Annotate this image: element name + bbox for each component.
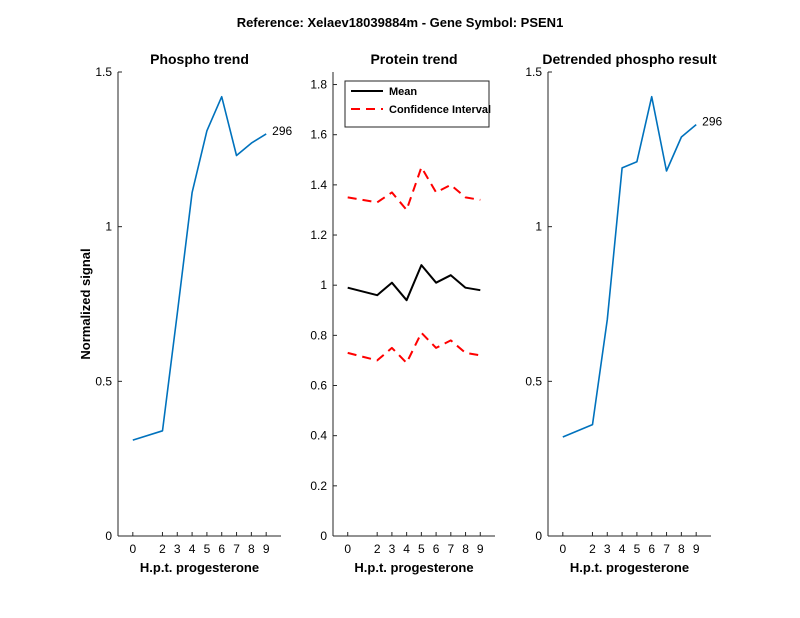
x-tick-label: 9 xyxy=(477,542,484,556)
y-tick-label: 0.8 xyxy=(310,328,327,342)
x-tick-label: 8 xyxy=(248,542,255,556)
x-tick-label: 3 xyxy=(389,542,396,556)
x-tick-label: 5 xyxy=(204,542,211,556)
chart-title: Phospho trend xyxy=(150,51,249,67)
series-line-confidence-interval xyxy=(347,166,481,211)
point-annotation: 296 xyxy=(272,124,292,138)
y-tick-label: 0.5 xyxy=(525,374,542,388)
x-tick-label: 6 xyxy=(648,542,655,556)
series-line-series-2 xyxy=(347,331,481,364)
detrended-phospho-panel: Detrended phospho result 0 0.5 1 1.5 0 2 3 4 5 6 7 8… xyxy=(525,51,722,575)
x-tick-label: 4 xyxy=(619,542,626,556)
y-tick-label: 0 xyxy=(320,529,327,543)
y-tick-label: 1.8 xyxy=(310,78,327,92)
y-tick-label: 1 xyxy=(320,278,327,292)
y-tick-label: 1.5 xyxy=(525,65,542,79)
x-tick-label: 9 xyxy=(263,542,270,556)
x-tick-label: 2 xyxy=(589,542,596,556)
protein-trend-panel: Protein trend 0 0.2 0.4 0.6 0.8 1 1.2 1.4 1.6 1.8 0… xyxy=(310,51,495,575)
series-line-mean xyxy=(347,264,481,302)
x-tick-label: 0 xyxy=(559,542,566,556)
series-line-series-0 xyxy=(132,95,267,441)
x-tick-label: 9 xyxy=(693,542,700,556)
legend: Mean Confidence Interval xyxy=(344,80,491,128)
x-tick-label: 5 xyxy=(634,542,641,556)
x-tick-label: 0 xyxy=(129,542,136,556)
y-tick-label: 1.5 xyxy=(95,65,112,79)
y-tick-label: 1.6 xyxy=(310,128,327,142)
point-annotation: 296 xyxy=(702,115,722,129)
y-tick-label: 1 xyxy=(105,220,112,234)
x-axis-label: H.p.t. progesterone xyxy=(354,560,473,575)
series-line-series-0 xyxy=(562,95,697,438)
chart-title: Detrended phospho result xyxy=(542,51,717,67)
legend-label: Confidence Interval xyxy=(389,104,491,116)
x-tick-label: 3 xyxy=(604,542,611,556)
x-tick-label: 5 xyxy=(418,542,425,556)
figure-suptitle: Reference: Xelaev18039884m - Gene Symbol… xyxy=(237,15,564,30)
x-tick-label: 7 xyxy=(447,542,454,556)
y-tick-label: 0.2 xyxy=(310,479,327,493)
x-tick-label: 2 xyxy=(374,542,381,556)
x-tick-label: 8 xyxy=(678,542,685,556)
x-tick-label: 7 xyxy=(663,542,670,556)
y-tick-label: 0 xyxy=(105,529,112,543)
x-tick-label: 4 xyxy=(189,542,196,556)
y-tick-label: 0.4 xyxy=(310,429,327,443)
x-tick-label: 2 xyxy=(159,542,166,556)
x-tick-label: 8 xyxy=(462,542,469,556)
x-axis-label: H.p.t. progesterone xyxy=(140,560,259,575)
x-tick-label: 7 xyxy=(233,542,240,556)
legend-box xyxy=(344,80,490,128)
x-tick-label: 6 xyxy=(218,542,225,556)
y-tick-label: 1 xyxy=(535,220,542,234)
x-tick-label: 6 xyxy=(433,542,440,556)
y-tick-label: 0 xyxy=(535,529,542,543)
y-axis-label: Normalized signal xyxy=(78,248,93,359)
x-axis-label: H.p.t. progesterone xyxy=(570,560,689,575)
phospho-trend-panel: Phospho trend 0 0.5 1 1.5 0 2 3 4 5 6 7 8 9 H.p.t. pro… xyxy=(95,51,292,575)
y-tick-label: 0.5 xyxy=(95,374,112,388)
y-tick-label: 1.4 xyxy=(310,178,327,192)
legend-label: Mean xyxy=(389,86,417,98)
y-tick-label: 0.6 xyxy=(310,379,327,393)
x-tick-label: 4 xyxy=(403,542,410,556)
y-tick-label: 1.2 xyxy=(310,228,327,242)
x-tick-label: 0 xyxy=(344,542,351,556)
x-tick-label: 3 xyxy=(174,542,181,556)
chart-title: Protein trend xyxy=(370,51,457,67)
